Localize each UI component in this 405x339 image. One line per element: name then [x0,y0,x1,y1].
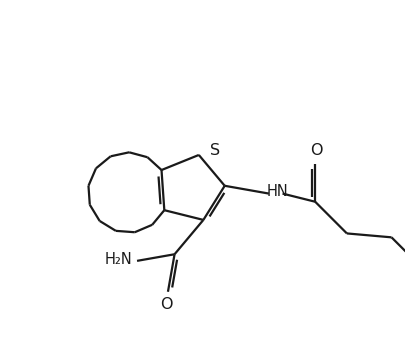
Text: S: S [209,143,220,158]
Text: H₂N: H₂N [104,252,132,267]
Text: O: O [160,297,172,312]
Text: O: O [309,143,322,158]
Text: HN: HN [266,184,288,199]
